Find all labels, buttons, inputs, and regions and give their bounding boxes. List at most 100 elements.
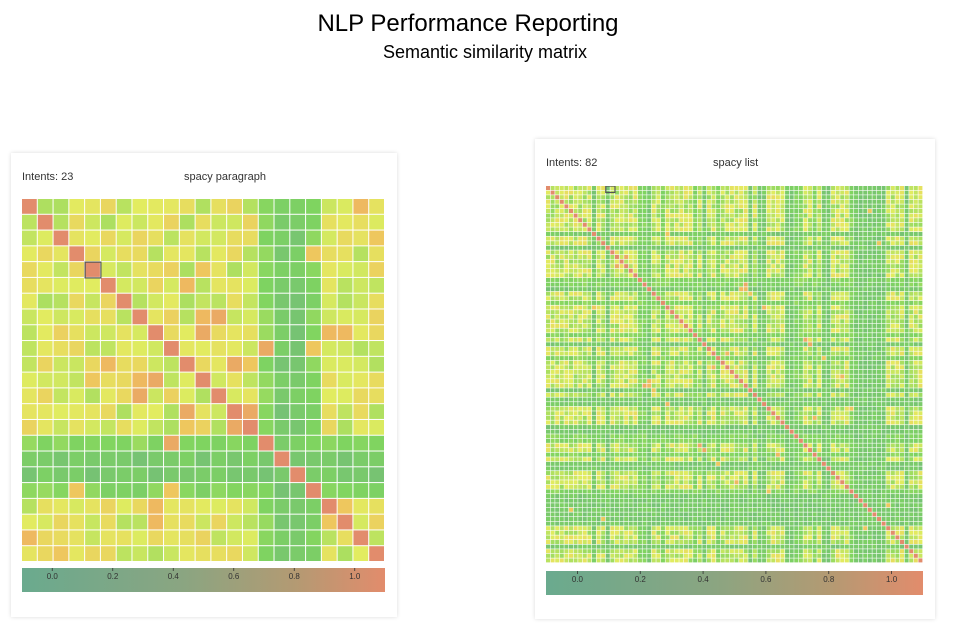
matrix-cell[interactable] (605, 356, 610, 361)
matrix-cell[interactable] (670, 337, 675, 342)
matrix-cell[interactable] (683, 388, 688, 393)
matrix-cell[interactable] (559, 310, 564, 315)
matrix-cell[interactable] (725, 277, 730, 282)
matrix-cell[interactable] (895, 254, 900, 259)
matrix-cell[interactable] (637, 342, 642, 347)
matrix-cell[interactable] (683, 323, 688, 328)
matrix-cell[interactable] (835, 227, 840, 232)
matrix-cell[interactable] (886, 204, 891, 209)
matrix-cell[interactable] (711, 190, 716, 195)
matrix-cell[interactable] (573, 296, 578, 301)
matrix-cell[interactable] (37, 404, 53, 419)
matrix-cell[interactable] (624, 356, 629, 361)
matrix-cell[interactable] (886, 402, 891, 407)
matrix-cell[interactable] (743, 392, 748, 397)
matrix-cell[interactable] (720, 245, 725, 250)
matrix-cell[interactable] (766, 420, 771, 425)
matrix-cell[interactable] (679, 305, 684, 310)
matrix-cell[interactable] (624, 208, 629, 213)
matrix-cell[interactable] (702, 406, 707, 411)
matrix-cell[interactable] (775, 383, 780, 388)
matrix-cell[interactable] (743, 300, 748, 305)
matrix-cell[interactable] (637, 264, 642, 269)
matrix-cell[interactable] (900, 415, 905, 420)
matrix-cell[interactable] (647, 195, 652, 200)
matrix-cell[interactable] (587, 397, 592, 402)
matrix-cell[interactable] (743, 305, 748, 310)
matrix-cell[interactable] (858, 369, 863, 374)
matrix-cell[interactable] (904, 277, 909, 282)
matrix-cell[interactable] (867, 346, 872, 351)
matrix-cell[interactable] (22, 309, 37, 325)
matrix-cell[interactable] (734, 415, 739, 420)
matrix-cell[interactable] (720, 231, 725, 236)
matrix-cell[interactable] (573, 411, 578, 416)
matrix-cell[interactable] (798, 425, 803, 430)
matrix-cell[interactable] (564, 314, 569, 319)
matrix-cell[interactable] (909, 346, 914, 351)
matrix-cell[interactable] (656, 383, 661, 388)
matrix-cell[interactable] (702, 208, 707, 213)
matrix-cell[interactable] (743, 241, 748, 246)
matrix-cell[interactable] (546, 199, 550, 204)
matrix-cell[interactable] (900, 231, 905, 236)
matrix-cell[interactable] (872, 213, 877, 218)
matrix-cell[interactable] (895, 429, 900, 434)
matrix-cell[interactable] (881, 264, 886, 269)
matrix-cell[interactable] (835, 222, 840, 227)
matrix-cell[interactable] (762, 415, 767, 420)
matrix-cell[interactable] (752, 204, 757, 209)
matrix-cell[interactable] (605, 388, 610, 393)
matrix-cell[interactable] (22, 483, 37, 498)
matrix-cell[interactable] (762, 328, 767, 333)
matrix-cell[interactable] (132, 419, 148, 435)
matrix-cell[interactable] (729, 415, 734, 420)
matrix-cell[interactable] (211, 467, 227, 483)
matrix-cell[interactable] (771, 186, 776, 190)
matrix-cell[interactable] (789, 411, 794, 416)
matrix-cell[interactable] (619, 222, 624, 227)
matrix-cell[interactable] (785, 310, 790, 315)
matrix-cell[interactable] (148, 293, 164, 309)
matrix-cell[interactable] (729, 236, 734, 241)
matrix-cell[interactable] (739, 351, 744, 356)
matrix-cell[interactable] (748, 199, 753, 204)
matrix-cell[interactable] (660, 300, 665, 305)
matrix-cell[interactable] (559, 208, 564, 213)
matrix-cell[interactable] (37, 498, 53, 514)
matrix-cell[interactable] (711, 402, 716, 407)
matrix-cell[interactable] (660, 254, 665, 259)
matrix-cell[interactable] (739, 397, 744, 402)
matrix-cell[interactable] (619, 300, 624, 305)
matrix-cell[interactable] (872, 342, 877, 347)
matrix-cell[interactable] (831, 310, 836, 315)
matrix-cell[interactable] (546, 213, 550, 218)
matrix-cell[interactable] (697, 365, 702, 370)
matrix-cell[interactable] (568, 305, 573, 310)
matrix-cell[interactable] (647, 250, 652, 255)
matrix-cell[interactable] (242, 277, 258, 293)
matrix-cell[interactable] (337, 309, 353, 325)
matrix-cell[interactable] (854, 342, 859, 347)
matrix-cell[interactable] (624, 369, 629, 374)
matrix-cell[interactable] (591, 397, 596, 402)
matrix-cell[interactable] (573, 365, 578, 370)
matrix-cell[interactable] (757, 241, 762, 246)
matrix-cell[interactable] (211, 419, 227, 435)
matrix-cell[interactable] (670, 199, 675, 204)
matrix-cell[interactable] (798, 259, 803, 264)
matrix-cell[interactable] (890, 236, 895, 241)
matrix-cell[interactable] (582, 346, 587, 351)
matrix-cell[interactable] (743, 420, 748, 425)
matrix-cell[interactable] (849, 254, 854, 259)
matrix-cell[interactable] (900, 268, 905, 273)
matrix-cell[interactable] (674, 356, 679, 361)
matrix-cell[interactable] (831, 346, 836, 351)
matrix-cell[interactable] (752, 282, 757, 287)
matrix-cell[interactable] (909, 342, 914, 347)
matrix-cell[interactable] (780, 310, 785, 315)
matrix-cell[interactable] (619, 342, 624, 347)
matrix-cell[interactable] (739, 342, 744, 347)
matrix-cell[interactable] (711, 415, 716, 420)
matrix-cell[interactable] (587, 346, 592, 351)
